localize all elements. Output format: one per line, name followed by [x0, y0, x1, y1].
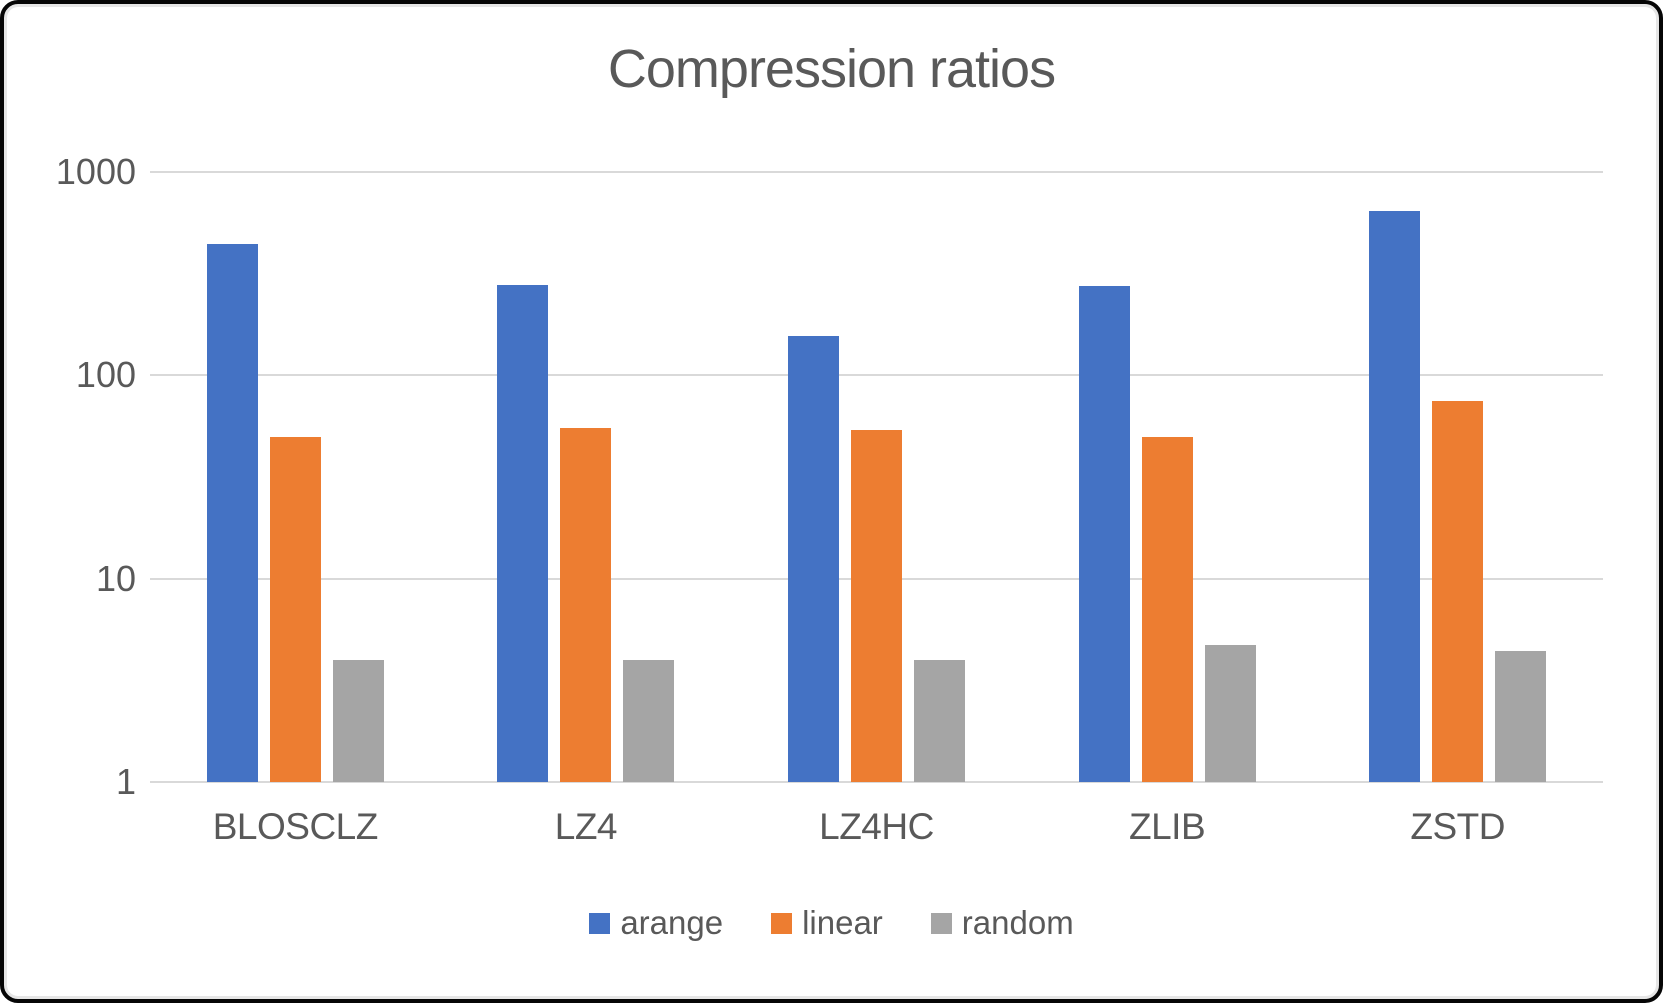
- chart-title: Compression ratios: [607, 39, 1056, 99]
- bar-random-zlib: [1204, 645, 1256, 782]
- bar-linear-zlib: [1141, 436, 1193, 782]
- bar-linear-lz4hc: [850, 429, 902, 782]
- bar-arange-lz4hc: [787, 336, 839, 782]
- bar-random-blosclz: [332, 659, 384, 782]
- x-category-label-lz4hc: LZ4HC: [819, 806, 934, 847]
- legend-item-arange: arange: [589, 904, 723, 942]
- bar-random-lz4hc: [913, 659, 965, 782]
- x-category-label-lz4: LZ4: [554, 806, 618, 847]
- legend: arange linear random: [4, 904, 1659, 942]
- x-category-label-zstd: ZSTD: [1410, 806, 1505, 847]
- bar-group-lz4hc: [731, 172, 1022, 782]
- bar-linear-blosclz: [269, 436, 321, 782]
- y-tick-label-100: 100: [75, 354, 136, 396]
- legend-label-linear: linear: [802, 904, 883, 941]
- bar-group-lz4: [441, 172, 732, 782]
- plot-area: [150, 171, 1603, 783]
- bar-random-zstd: [1495, 651, 1547, 782]
- x-axis-labels: BLOSCLZ LZ4 LZ4HC ZLIB ZSTD: [150, 806, 1603, 848]
- bar-arange-zlib: [1078, 286, 1130, 782]
- bar-group-zlib: [1022, 172, 1313, 782]
- y-tick-label-10: 10: [95, 557, 136, 599]
- legend-label-arange: arange: [620, 904, 724, 941]
- bar-group-zstd: [1312, 172, 1603, 782]
- bar-arange-lz4: [497, 285, 549, 782]
- bar-arange-zstd: [1369, 211, 1421, 782]
- x-category-label-zlib: ZLIB: [1129, 806, 1206, 847]
- bar-arange-blosclz: [206, 243, 258, 782]
- bar-linear-zstd: [1432, 400, 1484, 782]
- bar-group-blosclz: [150, 172, 441, 782]
- gridline-1000: [150, 171, 1603, 173]
- legend-swatch-random: [930, 912, 952, 934]
- legend-item-random: random: [930, 904, 1074, 942]
- bar-linear-lz4: [560, 428, 612, 782]
- y-tick-label-1000: 1000: [55, 151, 136, 192]
- x-category-label-blosclz: BLOSCLZ: [212, 806, 379, 847]
- legend-swatch-arange: [589, 912, 611, 934]
- bar-random-lz4: [623, 659, 675, 782]
- y-tick-label-1: 1: [115, 761, 136, 802]
- gridline-100: [150, 374, 1603, 377]
- legend-swatch-linear: [771, 912, 793, 934]
- gridline-1: [150, 781, 1603, 783]
- legend-label-random: random: [961, 904, 1074, 941]
- legend-item-linear: linear: [771, 904, 883, 942]
